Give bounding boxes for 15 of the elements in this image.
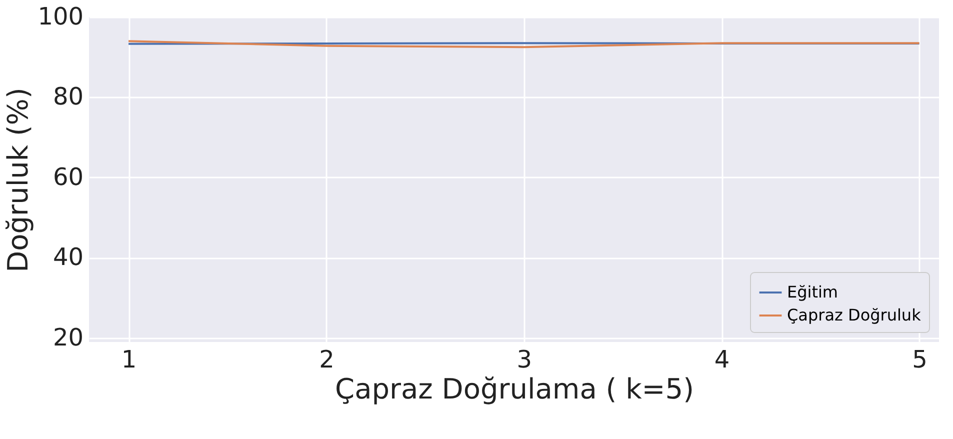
- x-tick-label: 5: [912, 346, 928, 374]
- y-axis-title: Doğruluk (%): [2, 88, 35, 272]
- y-tick-label: 40: [52, 243, 84, 272]
- y-tick-label: 80: [52, 82, 84, 111]
- line-series: [128, 40, 920, 48]
- legend-label: Çapraz Doğruluk: [787, 306, 922, 324]
- y-tick-label: 20: [52, 323, 84, 352]
- x-tick-label: 4: [714, 346, 730, 374]
- x-tick-label: 2: [319, 346, 334, 374]
- y-tick-label: 60: [52, 162, 84, 191]
- y-tick-label: 100: [38, 2, 84, 30]
- x-tick-label: 1: [121, 346, 137, 374]
- x-axis-title: Çapraz Doğrulama ( k=5): [335, 372, 694, 406]
- x-tick-label: 3: [516, 346, 532, 374]
- legend-label: Eğitim: [787, 282, 838, 302]
